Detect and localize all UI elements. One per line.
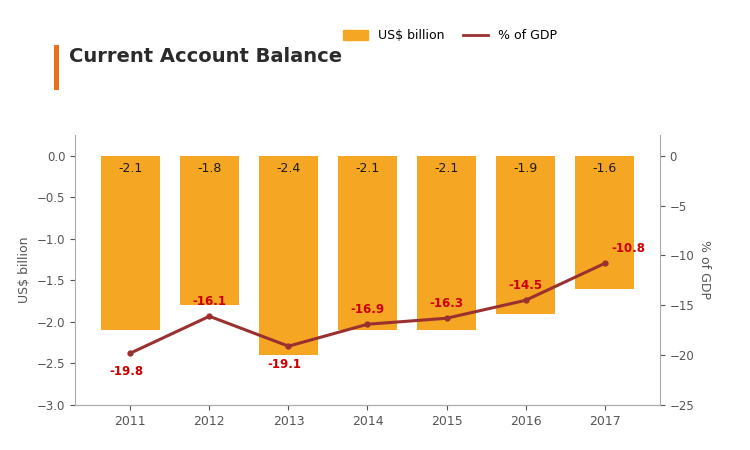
Bar [259,156,318,355]
Text: -10.8: -10.8 [611,243,646,256]
Text: -16.9: -16.9 [350,303,385,316]
Text: -14.5: -14.5 [509,279,543,292]
Bar [100,156,160,330]
Text: -19.8: -19.8 [110,365,143,378]
Bar [575,156,634,289]
Text: -16.3: -16.3 [430,297,464,310]
Bar [338,156,398,330]
Bar [180,156,239,305]
Text: -1.6: -1.6 [592,162,616,175]
Y-axis label: US$ billion: US$ billion [18,237,32,303]
Bar [417,156,476,330]
Y-axis label: % of GDP: % of GDP [698,240,711,300]
Text: -16.1: -16.1 [193,295,226,308]
Text: -19.1: -19.1 [268,358,302,371]
Text: -2.4: -2.4 [276,162,301,175]
Text: -1.8: -1.8 [197,162,221,175]
Text: -2.1: -2.1 [118,162,142,175]
Text: -1.9: -1.9 [514,162,538,175]
Legend: US$ billion, % of GDP: US$ billion, % of GDP [338,24,562,47]
Text: -2.1: -2.1 [434,162,459,175]
Bar [496,156,555,314]
Text: Current Account Balance: Current Account Balance [69,47,342,66]
Text: -2.1: -2.1 [356,162,380,175]
